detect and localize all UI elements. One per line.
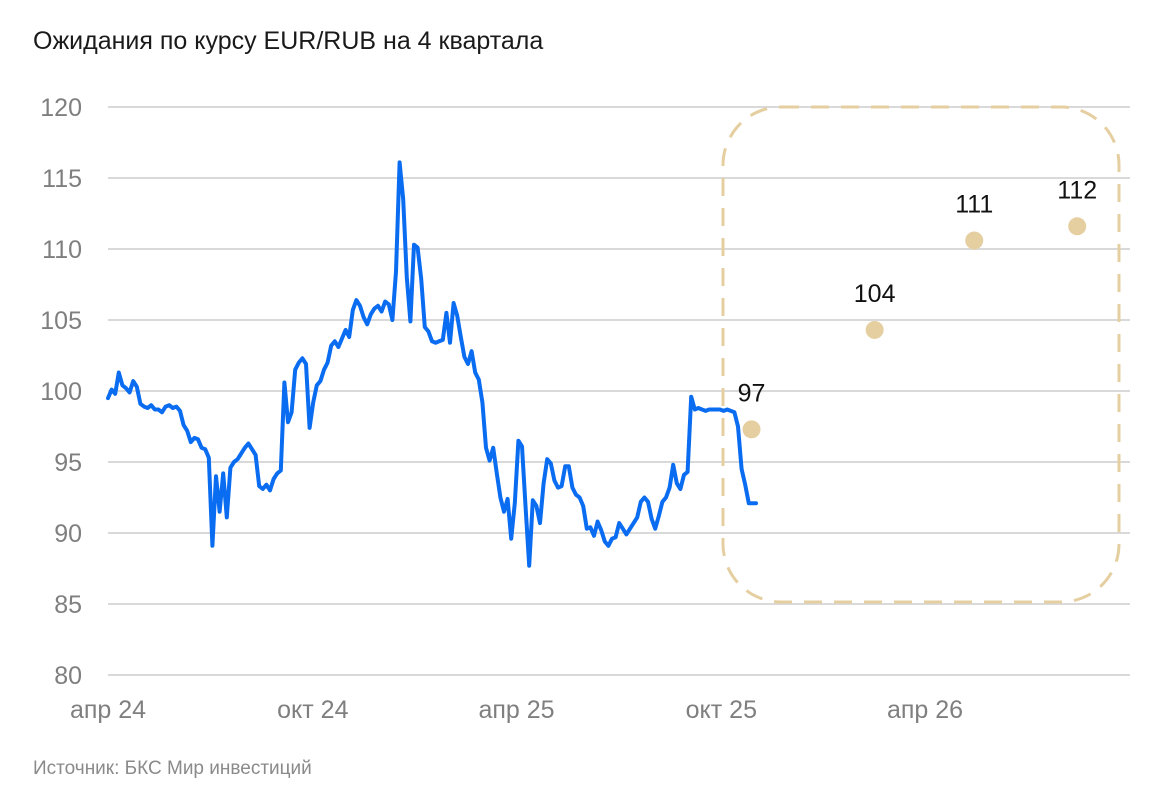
y-tick-label: 80	[54, 662, 82, 690]
x-tick-label: окт 25	[686, 696, 757, 724]
y-tick-label: 110	[42, 236, 82, 264]
forecast-label: 112	[1057, 176, 1097, 204]
x-tick-label: апр 24	[70, 696, 146, 724]
forecast-label: 104	[854, 280, 896, 308]
forecast-point	[865, 320, 884, 339]
forecast-points: 97 104 111 112	[738, 176, 1097, 439]
x-axis-ticks: апр 24 окт 24 апр 25 окт 25 апр 26	[70, 696, 963, 724]
y-axis-ticks: 120 115 110 105 100 95 90 85 80	[40, 94, 82, 690]
y-tick-label: 120	[40, 94, 82, 122]
x-tick-label: апр 25	[478, 696, 554, 724]
y-tick-label: 105	[40, 307, 82, 335]
x-tick-label: окт 24	[277, 696, 348, 724]
forecast-label: 97	[738, 379, 766, 407]
forecast-point	[965, 231, 984, 250]
chart-title: Ожидания по курсу EUR/RUB на 4 квартала	[33, 27, 544, 55]
y-tick-label: 100	[40, 378, 82, 406]
grid-lines	[108, 106, 1130, 676]
y-tick-label: 95	[54, 449, 82, 477]
y-tick-label: 90	[54, 520, 82, 548]
eur-rub-line	[106, 160, 758, 568]
y-tick-label: 115	[42, 165, 82, 193]
forecast-label: 111	[955, 190, 993, 218]
forecast-point	[1068, 217, 1087, 236]
forecast-point	[742, 420, 761, 439]
x-tick-label: апр 26	[887, 696, 963, 724]
source-note: Источник: БКС Мир инвестиций	[33, 758, 312, 779]
y-tick-label: 85	[54, 591, 82, 619]
